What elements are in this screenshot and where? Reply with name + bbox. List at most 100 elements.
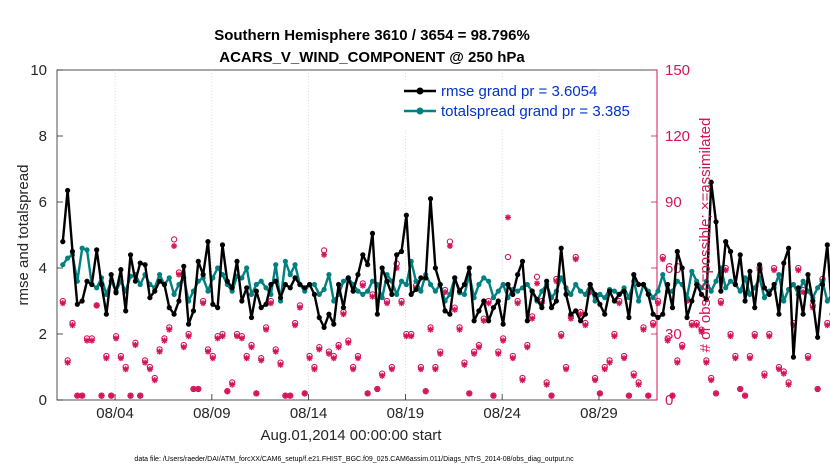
totalspread-point: [602, 295, 608, 301]
marker-stroke: [510, 355, 516, 361]
assimilated-obs-marker: [804, 355, 811, 362]
marker-stroke: [156, 348, 163, 355]
rmse-point: [539, 305, 545, 311]
rmse-point: [311, 291, 318, 297]
assimilated-obs-marker: [814, 386, 821, 392]
marker-stroke: [418, 366, 424, 372]
marker-stroke: [340, 311, 347, 317]
marker-stroke: [127, 392, 134, 399]
rmse-point: [403, 212, 409, 218]
totalspread-point: [582, 291, 588, 297]
assimilated-obs-marker: [780, 370, 787, 377]
marker-stroke: [645, 392, 651, 399]
marker-stroke: [723, 267, 729, 273]
rmse-point: [137, 260, 143, 266]
marker-stroke: [703, 359, 709, 366]
rmse-point: [321, 324, 327, 330]
totalspread-point: [800, 278, 806, 284]
rmse-point: [568, 311, 574, 317]
marker-stroke: [94, 302, 100, 309]
rmse-point: [205, 239, 211, 245]
rmse-point: [723, 239, 729, 245]
marker-stroke: [689, 322, 695, 328]
rmse-point: [152, 288, 158, 294]
rmse-point: [805, 272, 811, 278]
assimilated-obs-marker: [122, 366, 129, 373]
totalspread-point: [171, 291, 177, 297]
assimilated-obs-marker: [93, 302, 100, 309]
legend-box: [400, 80, 652, 128]
totalspread-point: [94, 285, 100, 291]
assimilated-obs-marker: [558, 333, 565, 340]
assimilated-obs-marker: [166, 326, 173, 333]
totalspread-point: [539, 288, 545, 294]
marker-stroke: [713, 390, 719, 397]
x-tick-label: 08/19: [387, 405, 425, 422]
marker-stroke: [548, 392, 555, 399]
rmse-point: [287, 285, 293, 291]
assimilated-obs-marker: [751, 333, 758, 340]
assimilated-obs-marker: [514, 300, 521, 307]
marker-stroke: [437, 351, 443, 357]
assimilated-obs-marker: [127, 392, 134, 399]
marker-stroke: [74, 392, 80, 399]
marker-stroke: [519, 377, 526, 383]
rmse-point: [60, 239, 66, 245]
rmse-point: [727, 248, 734, 255]
rmse-point: [176, 298, 182, 304]
totalspread-point: [331, 298, 337, 304]
marker-stroke: [137, 392, 143, 399]
totalspread-point: [461, 291, 468, 297]
assimilated-obs-marker: [287, 392, 294, 399]
y-axis-left: 0 2 4 6 8 10: [30, 62, 63, 409]
assimilated-obs-marker: [490, 392, 497, 399]
assimilated-obs-marker: [292, 322, 299, 329]
rmse-point: [398, 248, 405, 255]
assimilated-obs-marker: [238, 335, 245, 342]
rmse-point: [84, 278, 90, 284]
totalspread-point: [166, 275, 172, 281]
totalspread-point: [258, 278, 264, 284]
marker-stroke: [505, 214, 511, 221]
marker-stroke: [113, 335, 119, 342]
series-lines: [60, 179, 830, 360]
marker-stroke: [747, 355, 753, 361]
rmse-point: [790, 354, 797, 360]
assimilated-obs-marker: [606, 359, 613, 366]
rmse-point: [486, 318, 492, 324]
marker-stroke: [374, 386, 380, 392]
marker-stroke: [655, 300, 661, 306]
rmse-point: [640, 281, 647, 288]
marker-stroke: [766, 333, 772, 339]
totalspread-point: [355, 288, 361, 294]
marker-stroke: [389, 366, 395, 372]
marker-stroke: [350, 366, 356, 372]
assimilated-obs-marker: [379, 372, 386, 379]
assimilated-obs-marker: [219, 333, 226, 340]
marker-stroke: [824, 322, 830, 328]
rmse-point: [621, 288, 627, 294]
assimilated-obs-marker: [214, 335, 221, 342]
assimilated-obs-marker: [785, 381, 792, 388]
assimilated-obs-marker: [209, 355, 216, 362]
assimilated-obs-marker: [263, 326, 270, 333]
assimilated-obs-marker: [543, 381, 550, 388]
rmse-point: [776, 311, 782, 317]
assimilated-obs-marker: [674, 359, 681, 366]
totalspread-point: [60, 262, 66, 268]
assimilated-obs-marker: [446, 243, 453, 249]
rmse-point: [248, 314, 255, 321]
rmse-point: [795, 285, 801, 291]
rmse-point: [142, 262, 148, 268]
marker-stroke: [694, 322, 700, 328]
marker-stroke: [737, 386, 743, 392]
x-tick-label: 08/14: [290, 405, 328, 422]
rmse-point: [476, 308, 482, 314]
marker-stroke: [166, 326, 172, 333]
assimilated-obs-marker: [495, 350, 502, 357]
marker-stroke: [84, 337, 90, 344]
totalspread-point: [316, 291, 322, 297]
legend-spread-marker: [416, 107, 424, 115]
rmse-point: [200, 272, 206, 278]
assimilated-obs-marker: [108, 392, 115, 399]
